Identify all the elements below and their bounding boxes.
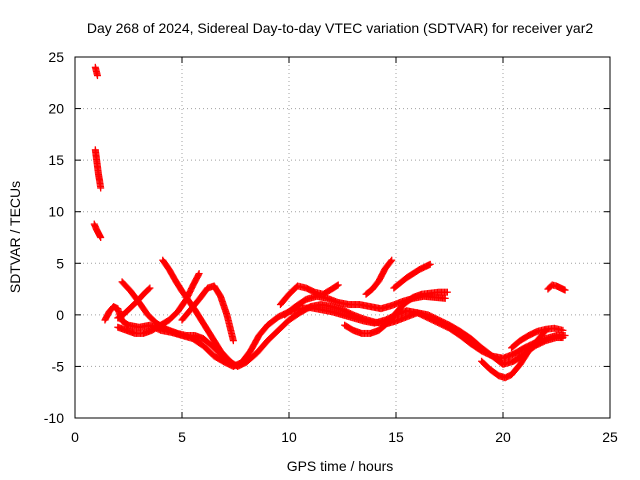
y-tick-label: -5 — [52, 358, 65, 374]
data-point — [426, 260, 434, 268]
y-tick-label: -10 — [44, 410, 64, 426]
axis-ticks — [74, 56, 611, 419]
data-point — [93, 72, 101, 80]
y-axis-label: SDTVAR / TECUs — [7, 181, 23, 293]
x-tick-label: 5 — [178, 429, 186, 445]
data-point — [561, 286, 569, 294]
data-points — [90, 63, 569, 382]
data-point — [145, 285, 153, 293]
data-point — [387, 257, 395, 265]
y-tick-label: 5 — [56, 255, 64, 271]
x-tick-label: 10 — [281, 429, 297, 445]
data-point — [441, 294, 449, 302]
data-point — [388, 256, 396, 264]
y-tick-label: 15 — [48, 152, 64, 168]
x-axis-label: GPS time / hours — [287, 458, 394, 474]
x-tick-label: 15 — [388, 429, 404, 445]
x-tick-labels: 0 5 10 15 20 25 — [71, 429, 618, 445]
data-point — [228, 359, 236, 367]
chart-title: Day 268 of 2024, Sidereal Day-to-day VTE… — [87, 20, 593, 36]
data-point — [146, 284, 154, 292]
y-tick-label: 25 — [48, 49, 64, 65]
x-tick-label: 20 — [495, 429, 511, 445]
x-tick-label: 0 — [71, 429, 79, 445]
data-point — [97, 184, 105, 192]
y-tick-label: 0 — [56, 307, 64, 323]
x-tick-label: 25 — [602, 429, 618, 445]
data-point — [97, 234, 105, 241]
data-point — [333, 282, 341, 290]
data-point — [559, 326, 567, 334]
data-point — [229, 360, 237, 368]
data-point — [195, 270, 203, 278]
y-tick-label: 10 — [48, 204, 64, 220]
y-tick-label: 20 — [48, 101, 64, 117]
data-point — [443, 288, 451, 296]
plot-frame — [74, 56, 611, 419]
grid-lines — [75, 57, 610, 418]
data-point — [559, 334, 567, 342]
y-tick-labels: -10 -5 0 5 10 15 20 25 — [44, 49, 64, 426]
data-point — [334, 281, 342, 289]
data-point — [229, 337, 237, 345]
